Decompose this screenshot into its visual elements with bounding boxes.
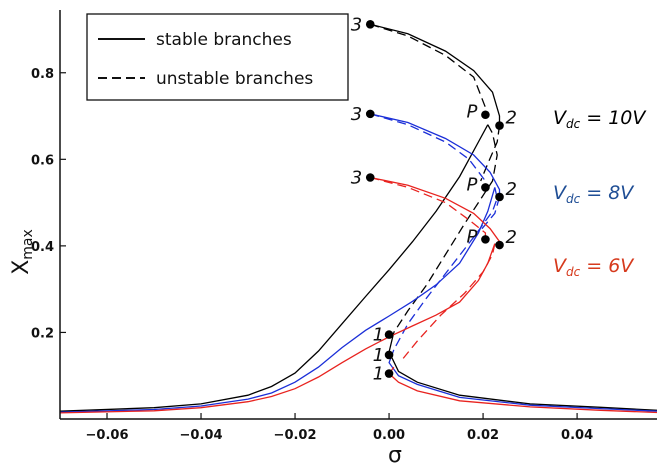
y-axis-title: Xmax — [9, 229, 36, 275]
stable-branch-6v — [59, 243, 496, 414]
curves-layer — [59, 23, 657, 414]
x-tick-label: −0.02 — [274, 428, 317, 443]
point-label-3: 3 — [351, 104, 362, 125]
markers-layer: 3 P 2 1 3 P 2 1 3 P 2 1 — [351, 14, 517, 384]
unstable-branch-10v — [393, 124, 498, 333]
unstable-branch-8v — [393, 187, 498, 351]
x-tick-label: 0.00 — [373, 428, 405, 443]
bifurcation-point-1-10v — [384, 330, 394, 339]
point-label-2: 2 — [506, 179, 517, 200]
stable-branch-10v — [388, 332, 657, 411]
bifurcation-point-P-6v — [481, 235, 490, 244]
x-axis-title: σ — [388, 443, 402, 463]
bifurcation-point-2-10v — [495, 121, 504, 130]
bifurcation-point-3-10v — [365, 19, 375, 29]
point-label-P: P — [467, 174, 478, 195]
stable-branch-8v — [370, 113, 501, 197]
legend: stable branches unstable branches — [86, 13, 349, 101]
y-axis-title-main: X — [9, 260, 34, 275]
vdc-label-6v: Vdc = 6V — [553, 255, 635, 279]
unstable-branch-6v — [370, 176, 487, 240]
vdc-label-10v: Vdc = 10V — [553, 107, 647, 131]
point-label-3: 3 — [351, 167, 362, 188]
bifurcation-point-2-8v — [495, 192, 504, 202]
stable-branch-6v — [370, 176, 501, 245]
point-label-1: 1 — [373, 325, 384, 346]
stable-branch-8v — [59, 187, 496, 413]
y-axis-title-sub: max — [20, 229, 36, 260]
y-tick-label: 0.6 — [31, 153, 54, 168]
bifurcation-point-P-8v — [481, 183, 490, 192]
vdc-label-8v: Vdc = 8V — [553, 182, 635, 206]
bifurcation-point-1-8v — [384, 350, 394, 360]
legend-entry-stable: stable branches — [156, 30, 292, 50]
point-label-3: 3 — [351, 14, 362, 35]
stable-branch-10v — [59, 124, 489, 412]
point-label-1: 1 — [373, 345, 384, 366]
unstable-branch-10v — [480, 125, 501, 182]
point-label-2: 2 — [506, 227, 517, 248]
unstable-branch-8v — [370, 113, 487, 188]
x-tick-label: −0.04 — [180, 428, 223, 443]
bifurcation-point-3-8v — [365, 109, 375, 119]
x-tick-label: −0.06 — [86, 428, 129, 443]
y-tick-label: 0.4 — [31, 240, 54, 255]
point-label-2: 2 — [506, 108, 517, 129]
stable-branch-6v — [388, 366, 657, 414]
bifurcation-point-3-6v — [365, 173, 375, 182]
legend-box — [86, 13, 349, 101]
bifurcation-point-P-10v — [481, 110, 490, 120]
x-tick-label: 0.04 — [561, 428, 593, 443]
unstable-branch-6v — [402, 243, 496, 359]
bifurcation-point-2-6v — [495, 240, 504, 250]
y-tick-label: 0.2 — [31, 326, 54, 341]
point-label-P: P — [467, 226, 478, 247]
unstable-branch-10v — [370, 23, 487, 115]
axes-layer: −0.06 −0.04 −0.02 0.00 0.02 0.04 0.2 0.4 0.6 0.8 — [31, 10, 657, 443]
point-label-1: 1 — [373, 364, 384, 385]
y-tick-label: 0.8 — [31, 67, 54, 82]
point-label-P: P — [467, 102, 478, 123]
x-tick-label: 0.02 — [467, 428, 499, 443]
bifurcation-point-1-6v — [384, 369, 394, 378]
stable-branch-10v — [370, 23, 501, 126]
legend-entry-unstable: unstable branches — [156, 69, 313, 89]
unstable-branch-8v — [477, 196, 501, 234]
stable-branch-8v — [388, 349, 657, 412]
